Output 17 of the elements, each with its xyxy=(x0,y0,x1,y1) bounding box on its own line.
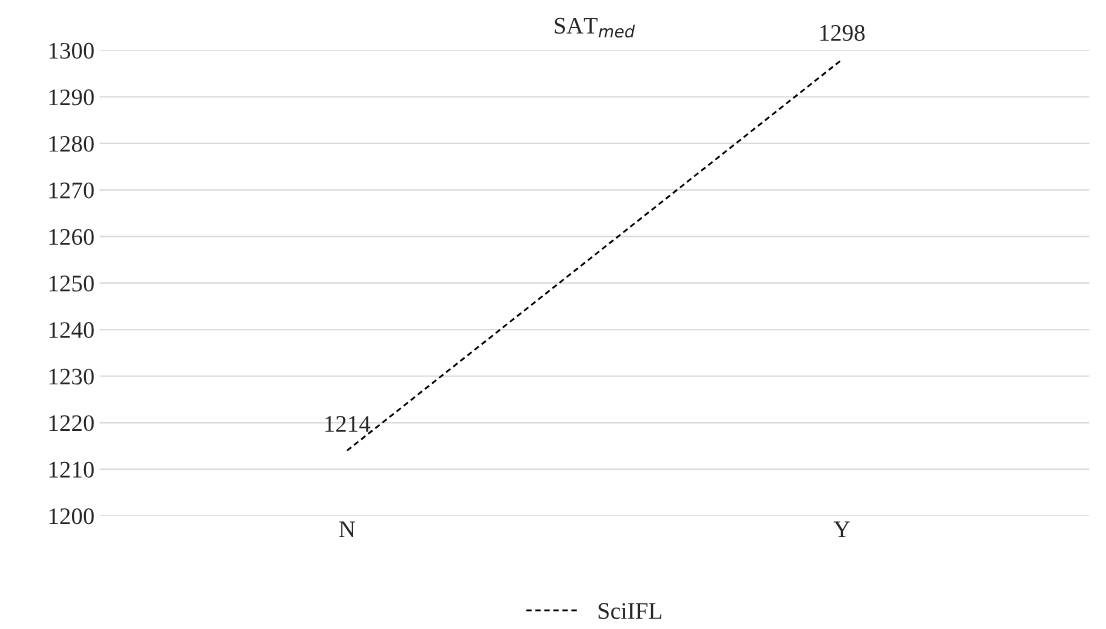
y-tick-label: 1230 xyxy=(49,368,94,385)
y-tick-label: 1270 xyxy=(49,182,94,199)
chart-title: SAT$_{med}$ xyxy=(554,17,635,38)
y-tick-label: 1210 xyxy=(49,461,94,478)
y-tick-label: 1240 xyxy=(49,322,94,339)
y-tick-label: 1280 xyxy=(49,135,94,152)
y-tick-label: 1250 xyxy=(49,275,94,292)
y-tick-label: 1200 xyxy=(49,508,94,525)
legend-label: SciIFL xyxy=(598,603,662,619)
data-label: 1214 xyxy=(325,416,371,432)
y-tick-label: 1300 xyxy=(49,42,94,59)
y-tick-label: 1290 xyxy=(49,89,94,106)
y-tick-label: 1220 xyxy=(49,415,94,432)
y-tick-label: 1260 xyxy=(49,228,94,245)
data-label: 1298 xyxy=(820,25,865,41)
x-tick-label: N xyxy=(339,521,355,538)
x-tick-label: Y xyxy=(833,521,850,538)
